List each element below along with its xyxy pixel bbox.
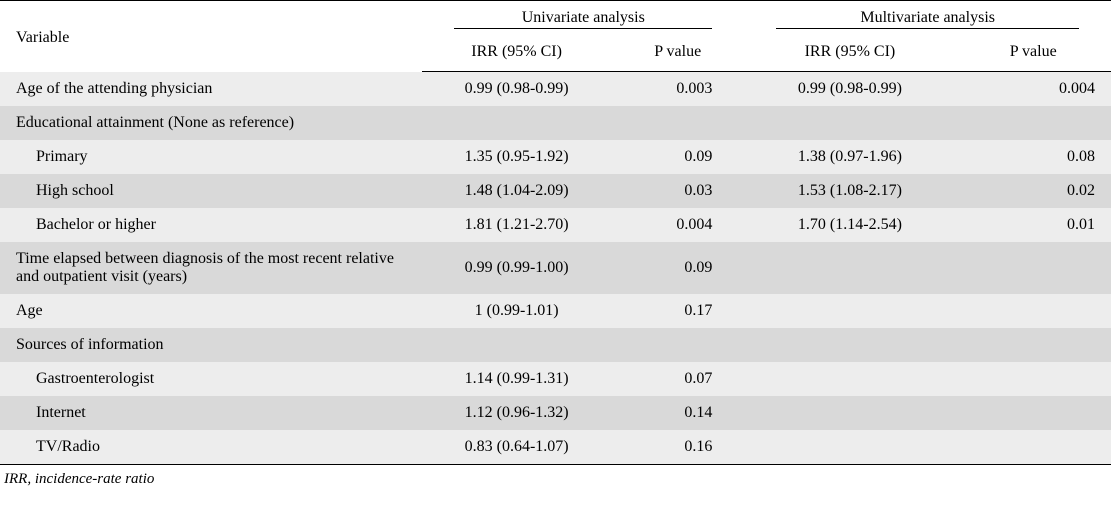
uni-p-cell: 0.17 xyxy=(611,294,744,328)
header-group-underline xyxy=(776,27,1079,29)
table-section-row: Sources of information xyxy=(0,328,1111,362)
multi-p-cell: 0.004 xyxy=(955,72,1111,107)
uni-irr-cell: 1.35 (0.95-1.92) xyxy=(422,140,611,174)
multi-irr-cell xyxy=(744,362,955,396)
multi-p-cell xyxy=(955,396,1111,430)
uni-irr-cell: 1.14 (0.99-1.31) xyxy=(422,362,611,396)
table-row: Gastroenterologist1.14 (0.99-1.31)0.07 xyxy=(0,362,1111,396)
variable-cell: Bachelor or higher xyxy=(0,208,422,242)
table-row: High school1.48 (1.04-2.09)0.031.53 (1.0… xyxy=(0,174,1111,208)
multi-p-cell xyxy=(955,362,1111,396)
multi-irr-cell: 1.53 (1.08-2.17) xyxy=(744,174,955,208)
multi-p-cell: 0.02 xyxy=(955,174,1111,208)
multi-p-cell xyxy=(955,242,1111,294)
uni-irr-cell: 0.99 (0.98-0.99) xyxy=(422,72,611,107)
variable-cell: TV/Radio xyxy=(0,430,422,465)
uni-p-cell: 0.14 xyxy=(611,396,744,430)
table-row: Age of the attending physician0.99 (0.98… xyxy=(0,72,1111,107)
uni-p-cell: 0.004 xyxy=(611,208,744,242)
variable-cell: Gastroenterologist xyxy=(0,362,422,396)
uni-p-cell: 0.07 xyxy=(611,362,744,396)
variable-cell: Internet xyxy=(0,396,422,430)
table: Variable Univariate analysis Multivariat… xyxy=(0,0,1111,488)
multi-p-cell xyxy=(955,294,1111,328)
uni-p-cell: 0.09 xyxy=(611,242,744,294)
uni-irr-cell: 1.81 (1.21-2.70) xyxy=(422,208,611,242)
table-body: Age of the attending physician0.99 (0.98… xyxy=(0,72,1111,465)
table-row: Bachelor or higher1.81 (1.21-2.70)0.0041… xyxy=(0,208,1111,242)
uni-p-cell: 0.16 xyxy=(611,430,744,465)
multi-irr-cell: 0.99 (0.98-0.99) xyxy=(744,72,955,107)
table-row: Time elapsed between diagnosis of the mo… xyxy=(0,242,1111,294)
variable-cell: Sources of information xyxy=(0,328,1111,362)
multi-irr-cell xyxy=(744,430,955,465)
uni-irr-cell: 0.99 (0.99-1.00) xyxy=(422,242,611,294)
variable-cell: Age xyxy=(0,294,422,328)
header-uni-irr: IRR (95% CI) xyxy=(422,33,611,72)
table-row: Age1 (0.99-1.01)0.17 xyxy=(0,294,1111,328)
variable-cell: High school xyxy=(0,174,422,208)
table-footnote: IRR, incidence-rate ratio xyxy=(0,465,1111,489)
uni-p-cell: 0.003 xyxy=(611,72,744,107)
table-row: TV/Radio0.83 (0.64-1.07)0.16 xyxy=(0,430,1111,465)
header-uni-p: P value xyxy=(611,33,744,72)
multi-irr-cell xyxy=(744,396,955,430)
uni-irr-cell: 1.12 (0.96-1.32) xyxy=(422,396,611,430)
header-variable: Variable xyxy=(0,1,422,72)
table-section-row: Educational attainment (None as referenc… xyxy=(0,106,1111,140)
multi-p-cell: 0.01 xyxy=(955,208,1111,242)
header-multi-p: P value xyxy=(955,33,1111,72)
header-group-underline xyxy=(454,27,712,29)
multi-irr-cell: 1.70 (1.14-2.54) xyxy=(744,208,955,242)
table-row: Primary1.35 (0.95-1.92)0.091.38 (0.97-1.… xyxy=(0,140,1111,174)
variable-cell: Primary xyxy=(0,140,422,174)
uni-irr-cell: 0.83 (0.64-1.07) xyxy=(422,430,611,465)
multi-irr-cell xyxy=(744,294,955,328)
header-group-univariate: Univariate analysis xyxy=(422,1,744,34)
uni-p-cell: 0.03 xyxy=(611,174,744,208)
table-row: Internet1.12 (0.96-1.32)0.14 xyxy=(0,396,1111,430)
multi-p-cell xyxy=(955,430,1111,465)
multi-irr-cell: 1.38 (0.97-1.96) xyxy=(744,140,955,174)
variable-cell: Time elapsed between diagnosis of the mo… xyxy=(0,242,422,294)
header-group-univariate-label: Univariate analysis xyxy=(522,9,645,26)
header-group-multivariate-label: Multivariate analysis xyxy=(860,9,995,26)
header-multi-irr: IRR (95% CI) xyxy=(744,33,955,72)
uni-irr-cell: 1.48 (1.04-2.09) xyxy=(422,174,611,208)
regression-table: Variable Univariate analysis Multivariat… xyxy=(0,0,1111,488)
uni-p-cell: 0.09 xyxy=(611,140,744,174)
header-group-multivariate: Multivariate analysis xyxy=(744,1,1111,34)
multi-p-cell: 0.08 xyxy=(955,140,1111,174)
variable-cell: Educational attainment (None as referenc… xyxy=(0,106,1111,140)
variable-cell: Age of the attending physician xyxy=(0,72,422,107)
multi-irr-cell xyxy=(744,242,955,294)
table-header: Variable Univariate analysis Multivariat… xyxy=(0,1,1111,72)
uni-irr-cell: 1 (0.99-1.01) xyxy=(422,294,611,328)
